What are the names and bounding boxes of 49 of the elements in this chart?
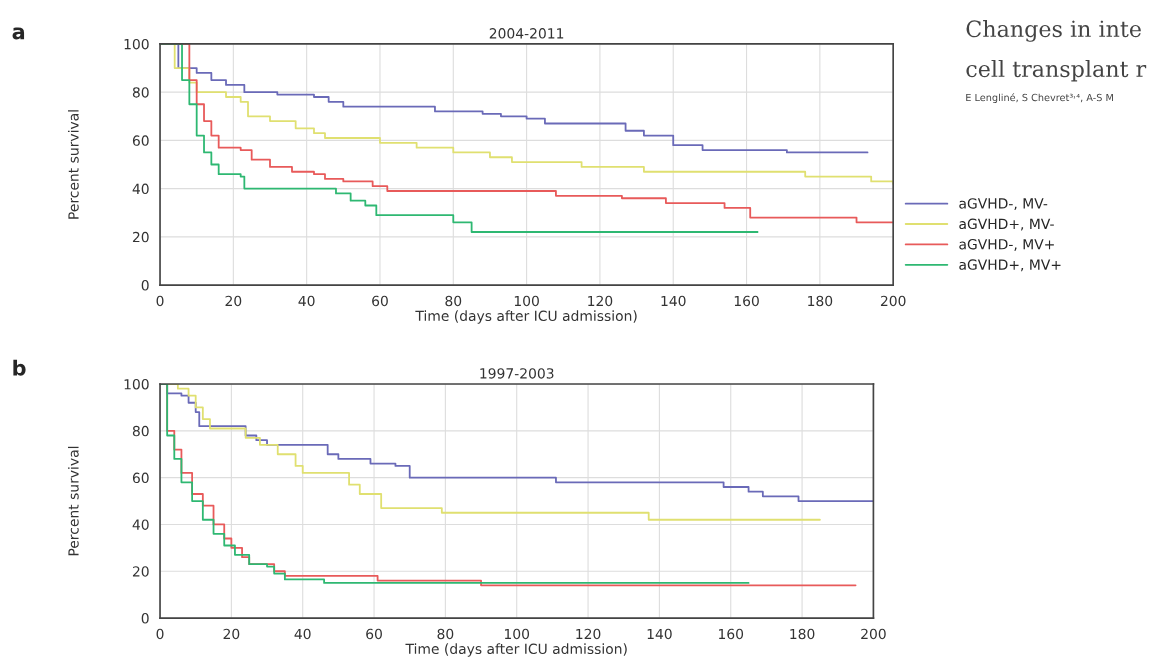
x-axis-title: Time (days after ICU admission) — [415, 310, 637, 324]
x-tick-label: 60 — [372, 295, 388, 307]
y-tick-label: 60 — [132, 472, 149, 484]
y-tick-label: 100 — [124, 38, 149, 50]
x-tick-label: 0 — [156, 628, 164, 640]
y-tick-label: 80 — [132, 87, 149, 98]
y-tick-label: 60 — [132, 135, 149, 146]
x-tick-label: 120 — [576, 628, 601, 640]
y-tick-label: 80 — [132, 425, 149, 437]
text: b — [13, 359, 26, 376]
y-axis-title: Percent survival — [67, 110, 79, 219]
x-tick-label: 160 — [734, 295, 759, 307]
x-axis-title: Time (days after ICU admission) — [405, 643, 627, 657]
text: Changes in inte — [966, 19, 1141, 42]
chart-title: 2004-2011 — [489, 28, 564, 39]
x-tick-label: 160 — [719, 628, 744, 640]
text: E Lengliné, S Chevret³˒⁴, A-S M — [966, 93, 1113, 104]
y-tick-label: 100 — [124, 378, 149, 390]
y-tick-label: 40 — [132, 519, 149, 530]
legend-label: aGVHD-, MV+ — [959, 238, 1054, 251]
chart-title: 1997-2003 — [480, 368, 554, 379]
x-tick-label: 100 — [514, 295, 539, 307]
x-tick-label: 200 — [861, 628, 886, 640]
x-tick-label: 140 — [647, 628, 672, 640]
y-tick-label: 40 — [132, 183, 149, 195]
x-tick-label: 180 — [790, 628, 815, 640]
x-tick-label: 80 — [437, 628, 454, 640]
x-tick-label: 40 — [294, 628, 311, 640]
text: a — [12, 27, 25, 40]
legend-label: aGVHD+, MV+ — [959, 259, 1061, 272]
y-tick-label: 0 — [141, 613, 149, 624]
y-tick-label: 20 — [132, 231, 149, 243]
x-tick-label: 60 — [366, 628, 382, 640]
x-tick-label: 80 — [445, 295, 462, 307]
x-tick-label: 180 — [808, 295, 833, 307]
y-axis-title: Percent survival — [67, 446, 79, 556]
y-tick-label: 20 — [132, 566, 149, 577]
x-tick-label: 20 — [223, 628, 240, 640]
x-tick-label: 120 — [588, 295, 613, 307]
x-tick-label: 40 — [298, 295, 315, 307]
legend-label: aGVHD-, MV- — [959, 198, 1048, 211]
x-tick-label: 140 — [661, 295, 686, 307]
x-tick-label: 0 — [156, 295, 164, 307]
x-tick-label: 20 — [225, 295, 242, 307]
x-tick-label: 100 — [504, 628, 530, 640]
y-tick-label: 0 — [141, 280, 149, 291]
x-tick-label: 200 — [880, 295, 906, 307]
legend-label: aGVHD+, MV- — [959, 218, 1054, 231]
text: cell transplant r — [966, 59, 1147, 82]
